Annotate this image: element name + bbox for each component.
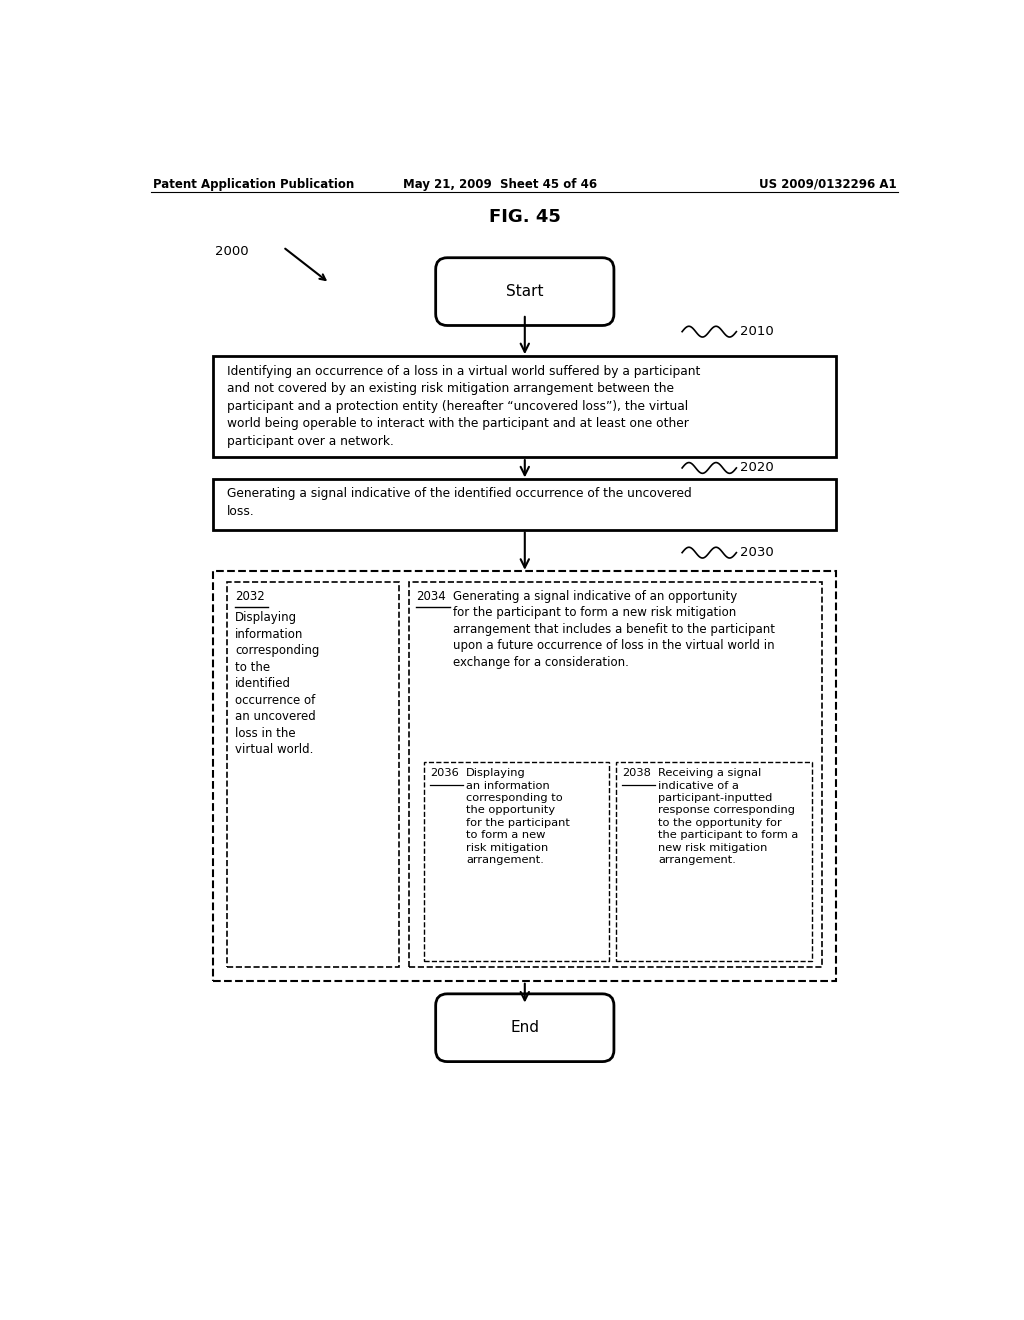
FancyBboxPatch shape (409, 582, 822, 966)
Text: US 2009/0132296 A1: US 2009/0132296 A1 (759, 178, 897, 190)
Text: FIG. 45: FIG. 45 (488, 209, 561, 227)
Text: Generating a signal indicative of an opportunity
for the participant to form a n: Generating a signal indicative of an opp… (453, 590, 775, 669)
Text: Displaying
an information
corresponding to
the opportunity
for the participant
t: Displaying an information corresponding … (466, 768, 569, 865)
FancyBboxPatch shape (213, 479, 837, 529)
Text: Start: Start (506, 284, 544, 300)
FancyBboxPatch shape (213, 572, 837, 981)
Text: Generating a signal indicative of the identified occurrence of the uncovered
los: Generating a signal indicative of the id… (227, 487, 692, 517)
Text: 2034: 2034 (417, 590, 446, 603)
Text: Displaying
information
corresponding
to the
identified
occurrence of
an uncovere: Displaying information corresponding to … (234, 611, 319, 756)
FancyBboxPatch shape (424, 762, 608, 961)
Text: 2038: 2038 (623, 768, 651, 779)
Text: 2020: 2020 (740, 462, 774, 474)
FancyBboxPatch shape (435, 994, 614, 1061)
Text: 2000: 2000 (214, 244, 248, 257)
Text: May 21, 2009  Sheet 45 of 46: May 21, 2009 Sheet 45 of 46 (402, 178, 597, 190)
Text: End: End (510, 1020, 540, 1035)
Text: Receiving a signal
indicative of a
participant-inputted
response corresponding
t: Receiving a signal indicative of a parti… (658, 768, 799, 865)
FancyBboxPatch shape (213, 355, 837, 457)
Text: Identifying an occurrence of a loss in a virtual world suffered by a participant: Identifying an occurrence of a loss in a… (227, 364, 700, 447)
Text: 2030: 2030 (740, 546, 774, 560)
Text: 2036: 2036 (430, 768, 459, 779)
Text: Patent Application Publication: Patent Application Publication (153, 178, 354, 190)
Text: 2010: 2010 (740, 325, 774, 338)
FancyBboxPatch shape (435, 257, 614, 326)
FancyBboxPatch shape (616, 762, 812, 961)
Text: 2032: 2032 (234, 590, 264, 603)
FancyBboxPatch shape (227, 582, 399, 966)
